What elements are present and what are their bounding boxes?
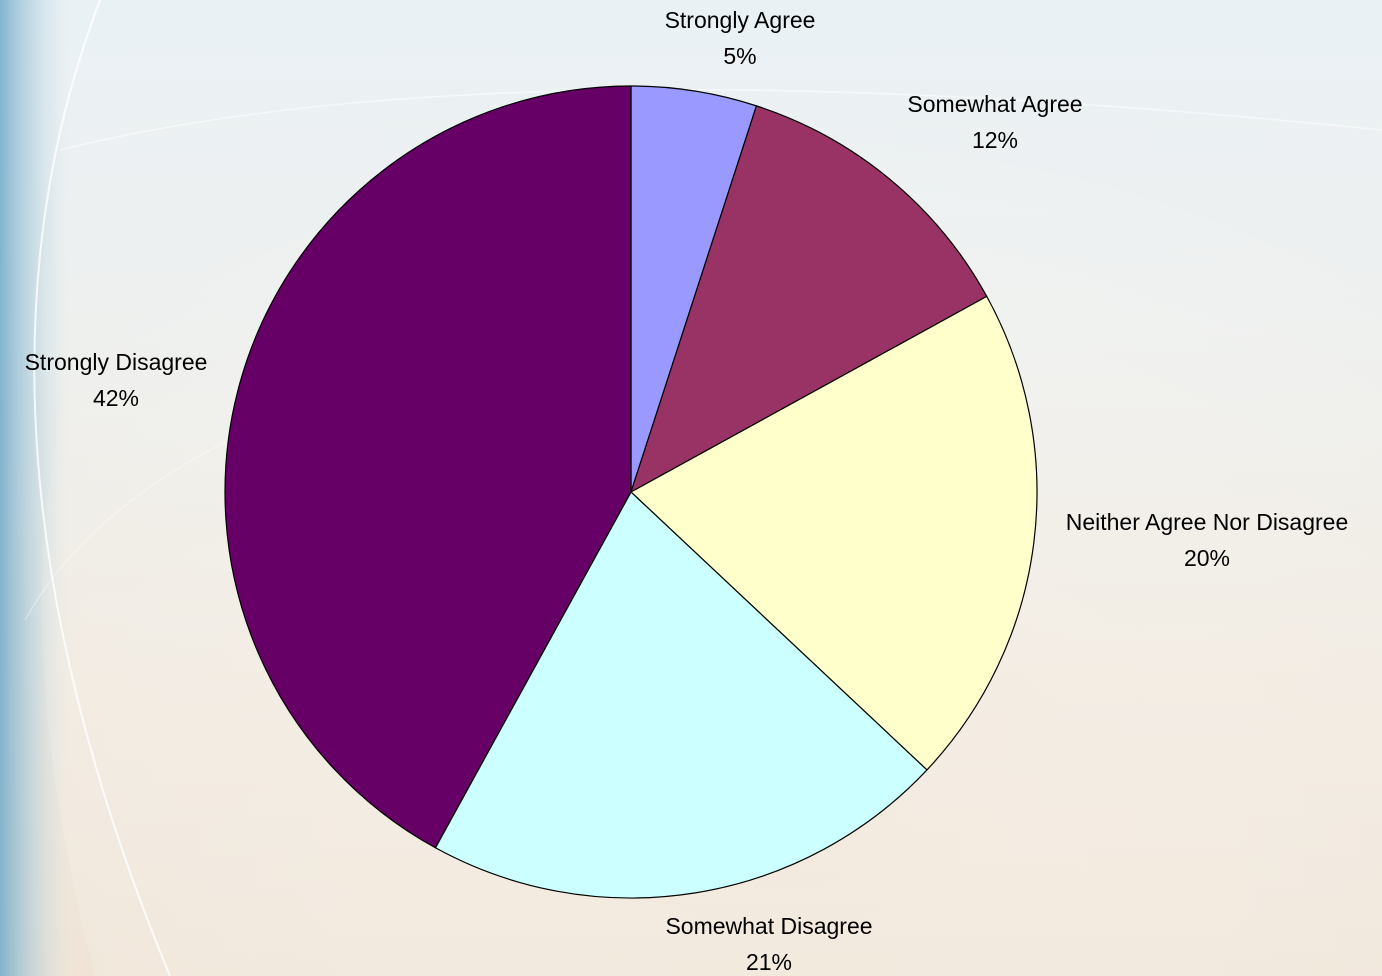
slice-label-somewhat-disagree: Somewhat Disagree 21% — [665, 913, 872, 975]
slice-percent-label: 20% — [1184, 545, 1230, 571]
slice-category-label: Somewhat Disagree — [665, 913, 872, 939]
slice-percent-label: 5% — [723, 43, 756, 69]
pie-labels: Strongly Agree 5% Somewhat Agree 12% Neither… — [25, 7, 1349, 975]
slice-percent-label: 21% — [746, 949, 792, 975]
slice-category-label: Strongly Disagree — [25, 349, 208, 375]
pie-slice-somewhat-disagree — [434, 491, 928, 899]
slice-label-neither-agree-nor-disagree: Neither Agree Nor Disagree 20% — [1066, 509, 1349, 571]
slice-category-label: Somewhat Agree — [907, 91, 1082, 117]
slice-category-label: Strongly Agree — [665, 7, 816, 33]
slice-category-label: Neither Agree Nor Disagree — [1066, 509, 1349, 535]
slice-label-strongly-agree: Strongly Agree 5% — [665, 7, 816, 69]
slice-percent-label: 12% — [972, 127, 1018, 153]
slice-label-somewhat-agree: Somewhat Agree 12% — [907, 91, 1082, 153]
pie-slice-strongly-disagree — [224, 85, 632, 849]
slice-label-strongly-disagree: Strongly Disagree 42% — [25, 349, 208, 411]
large-arc-line — [33, 0, 171, 976]
pie-slices — [224, 85, 1038, 899]
pie-slice-neither-agree-nor-disagree — [630, 295, 1038, 771]
slice-percent-label: 42% — [93, 385, 139, 411]
pie-slice-somewhat-agree — [630, 105, 988, 493]
